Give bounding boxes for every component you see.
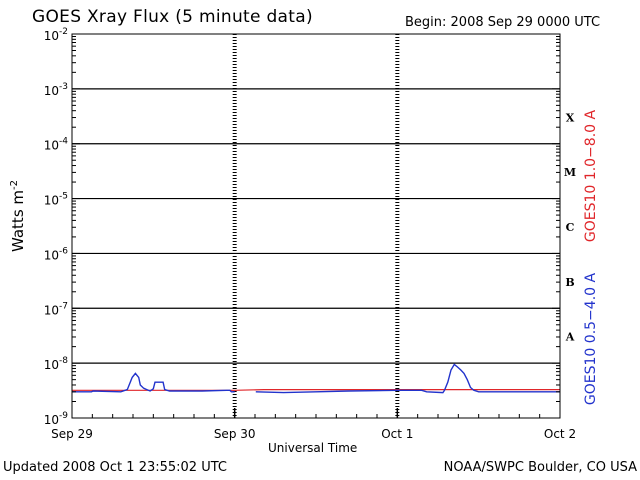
- x-tick-labels: Sep 29 Sep 30 Oct 1 Oct 2: [51, 427, 576, 441]
- y-tick-label: 10-3: [44, 82, 68, 98]
- y-tick-label: 10-9: [44, 411, 69, 427]
- y-tick-labels: 10-9 10-8 10-7 10-6 10-5 10-4 10-3 10-2: [44, 27, 69, 427]
- flare-class-labels: A B C M X: [564, 111, 576, 343]
- legend-long-channel: GOES10 1.0−8.0 A: [583, 109, 599, 243]
- flare-class-M: M: [564, 166, 576, 179]
- y-axis-label-text: Watts m: [9, 189, 27, 253]
- chart-title: GOES Xray Flux (5 minute data): [32, 7, 313, 27]
- credit-text: NOAA/SWPC Boulder, CO USA: [443, 460, 637, 475]
- flare-class-B: B: [565, 276, 574, 289]
- series-short-channel-line: [72, 363, 560, 394]
- x-axis-label: Universal Time: [268, 441, 358, 455]
- y-axis-label: Watts m-2: [9, 179, 27, 253]
- updated-timestamp: Updated 2008 Oct 1 23:55:02 UTC: [3, 460, 227, 475]
- y-tick-label: 10-2: [44, 27, 68, 43]
- x-tick-label: Sep 29: [51, 427, 93, 441]
- y-tick-label: 10-8: [44, 356, 69, 372]
- begin-time: Begin: 2008 Sep 29 0000 UTC: [405, 15, 601, 30]
- axis-ticks: [72, 33, 560, 419]
- flare-class-C: C: [566, 221, 575, 234]
- y-tick-label: 10-5: [44, 192, 68, 208]
- series-long-channel-line: [72, 389, 560, 391]
- y-tick-label: 10-6: [44, 246, 69, 262]
- x-tick-label: Oct 1: [381, 427, 413, 441]
- series-layer: [72, 363, 560, 394]
- legend-short-channel: GOES10 0.5−4.0 A: [583, 272, 599, 406]
- y-tick-label: 10-7: [44, 301, 68, 317]
- y-axis-label-exponent: -2: [9, 179, 20, 190]
- chart-grid: [72, 34, 560, 418]
- x-tick-label: Oct 2: [544, 427, 576, 441]
- y-tick-label: 10-4: [44, 137, 69, 153]
- flare-class-A: A: [565, 331, 575, 344]
- x-tick-label: Sep 30: [214, 427, 256, 441]
- plot-frame: [71, 33, 561, 419]
- flare-class-X: X: [566, 111, 575, 124]
